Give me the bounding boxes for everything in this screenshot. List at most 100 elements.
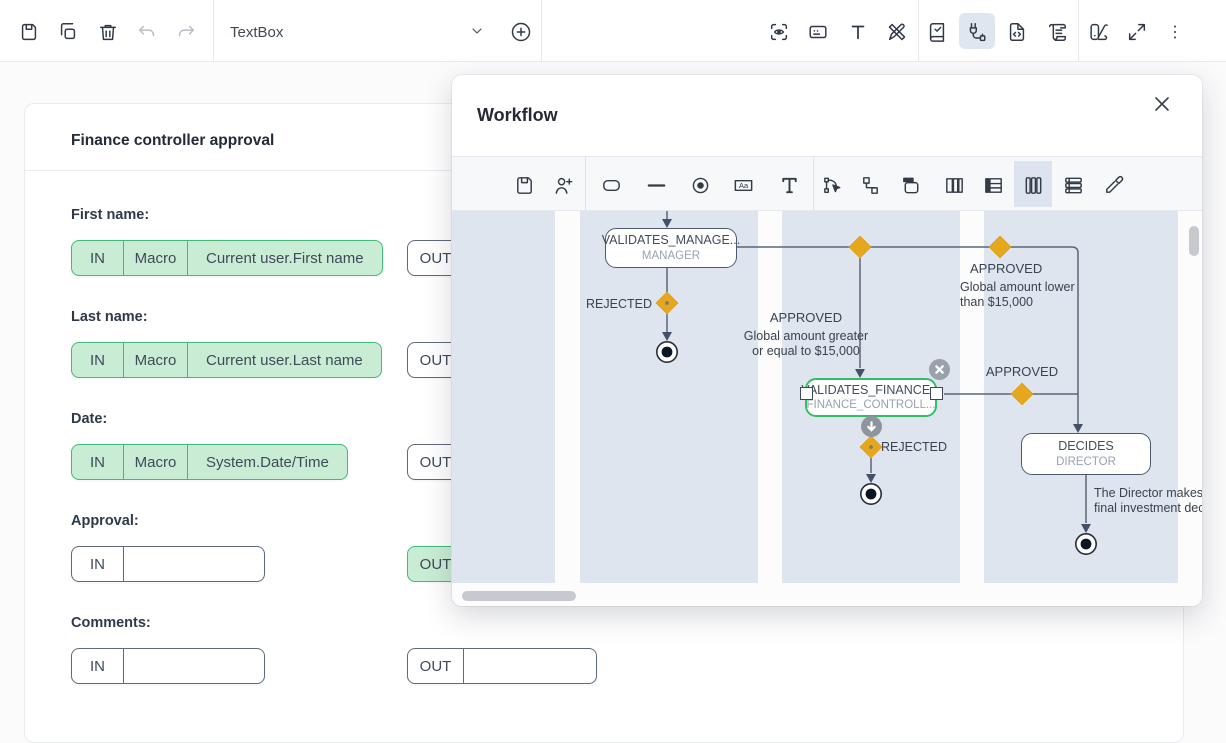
end-node-1-core <box>661 346 673 358</box>
in-macro-pill[interactable]: IN Macro Current user.Last name <box>71 342 382 378</box>
close-modal-button[interactable] <box>1148 91 1176 119</box>
wf-line-button[interactable] <box>643 172 669 198</box>
wf-end-node-button[interactable] <box>687 172 713 198</box>
wf-save-button[interactable] <box>511 172 537 198</box>
arrowhead <box>662 332 672 341</box>
macro-cell: Macro <box>124 343 188 377</box>
node-subtitle: DIRECTOR <box>1056 455 1116 468</box>
field-label: Last name: <box>71 309 148 325</box>
toolbar-divider <box>585 157 586 211</box>
in-cell: IN <box>72 445 124 479</box>
label-title: APPROVED <box>970 261 1043 276</box>
fullscreen-icon <box>1128 23 1146 41</box>
palette-button[interactable] <box>1085 19 1111 45</box>
copy-icon <box>60 23 76 40</box>
component-type-dropdown[interactable]: TextBox <box>213 0 541 62</box>
macro-value: System.Date/Time <box>206 453 329 471</box>
fullscreen-button[interactable] <box>1124 19 1150 45</box>
resize-handle-left[interactable] <box>800 387 813 400</box>
workflow-modal-header: Workflow <box>452 75 1202 156</box>
design-icon <box>888 23 906 41</box>
undo-button[interactable] <box>134 19 160 45</box>
redo-button[interactable] <box>173 19 199 45</box>
toolbar-divider <box>813 157 814 211</box>
line-icon <box>647 183 665 187</box>
vertical-scrollbar[interactable] <box>1189 226 1199 256</box>
node-decides-director[interactable]: DECIDES DIRECTOR <box>1021 433 1151 475</box>
code-file-button[interactable] <box>1004 19 1030 45</box>
close-icon <box>935 365 944 374</box>
arrowhead <box>855 369 865 378</box>
in-pill[interactable]: IN <box>71 546 265 582</box>
wf-state-node-button[interactable] <box>598 172 624 198</box>
card-view-button[interactable] <box>805 19 831 45</box>
in-macro-pill[interactable]: IN Macro Current user.First name <box>71 240 383 276</box>
text-icon <box>851 25 865 40</box>
field-comments: Comments: IN OUT <box>71 615 1137 684</box>
delete-node-button[interactable] <box>929 359 950 380</box>
node-validates-finance[interactable]: VALIDATES_FINANCE... FINANCE_CONTROLL... <box>801 378 941 417</box>
wf-text-button[interactable] <box>776 172 802 198</box>
code-file-icon <box>1009 23 1025 41</box>
in-pill[interactable]: IN <box>71 648 265 684</box>
wf-table-rows-button[interactable] <box>980 172 1006 198</box>
add-below-button[interactable] <box>861 416 882 437</box>
workflow-modal: Workflow Aa <box>452 75 1202 606</box>
node-title: VALIDATES_FINANCE... <box>801 382 941 397</box>
plus-circle-icon <box>511 22 531 42</box>
gateway-approved-greater[interactable] <box>848 235 872 259</box>
more-menu-button[interactable] <box>1162 19 1188 45</box>
add-component-button[interactable] <box>508 19 534 45</box>
macro-value: Current user.First name <box>206 249 364 267</box>
label-line: Global amount greater <box>743 329 869 344</box>
redo-icon <box>178 25 195 37</box>
edge-manager-to-director[interactable] <box>737 246 1079 424</box>
label-title: APPROVED <box>769 310 843 325</box>
macro-value: Current user.Last name <box>206 351 363 369</box>
node-subtitle: FINANCE_CONTROLL... <box>806 399 936 412</box>
wf-bezier-select-button[interactable] <box>819 172 845 198</box>
gateway-approved-finance[interactable] <box>1010 382 1034 406</box>
resize-handle-right[interactable] <box>930 387 943 400</box>
bezier-select-icon <box>823 177 840 193</box>
arrowhead <box>1073 424 1083 433</box>
wf-eyedropper-button[interactable] <box>1100 172 1126 198</box>
design-button[interactable] <box>884 19 910 45</box>
label-approved-finance: APPROVED <box>985 364 1059 379</box>
arrow-down-icon <box>867 421 876 432</box>
table-columns-icon <box>945 177 963 193</box>
label-line: Global amount lower <box>960 280 1075 295</box>
script-icon <box>1048 23 1066 41</box>
script-button[interactable] <box>1044 19 1070 45</box>
label-rejected-manager: REJECTED <box>586 297 652 311</box>
workflow-canvas[interactable]: VALIDATES_MANAGE... MANAGER VALIDATES_FI… <box>452 211 1202 606</box>
wf-horizontal-lanes-button[interactable] <box>1060 172 1086 198</box>
end-node-icon <box>692 177 708 193</box>
delete-button[interactable] <box>95 19 121 45</box>
save-button[interactable] <box>16 19 42 45</box>
svg-text:Aa: Aa <box>738 181 748 190</box>
selected-tool-highlight <box>1014 161 1052 207</box>
connector-button[interactable] <box>964 19 990 45</box>
preview-icon <box>770 23 788 41</box>
text-tool-button[interactable] <box>845 19 871 45</box>
wf-table-columns-button[interactable] <box>941 172 967 198</box>
wf-label-button[interactable]: Aa <box>730 172 756 198</box>
field-label: Comments: <box>71 615 151 631</box>
wf-vertical-lanes-button[interactable] <box>1020 172 1046 198</box>
gateway-approved-lower[interactable] <box>988 235 1012 259</box>
swimlane-1 <box>452 211 555 583</box>
horizontal-scrollbar[interactable] <box>462 591 576 601</box>
checklist-button[interactable] <box>924 19 950 45</box>
in-macro-pill[interactable]: IN Macro System.Date/Time <box>71 444 348 480</box>
wf-hierarchy-button[interactable] <box>857 172 883 198</box>
field-label: Approval: <box>71 513 139 529</box>
wf-add-user-button[interactable] <box>550 172 576 198</box>
copy-button[interactable] <box>55 19 81 45</box>
preview-button[interactable] <box>766 19 792 45</box>
hierarchy-icon <box>862 176 878 194</box>
node-subtitle: MANAGER <box>641 249 701 262</box>
node-validates-manager[interactable]: VALIDATES_MANAGE... MANAGER <box>602 228 740 268</box>
wf-lane-header-button[interactable] <box>898 172 924 198</box>
out-pill[interactable]: OUT <box>407 648 597 684</box>
